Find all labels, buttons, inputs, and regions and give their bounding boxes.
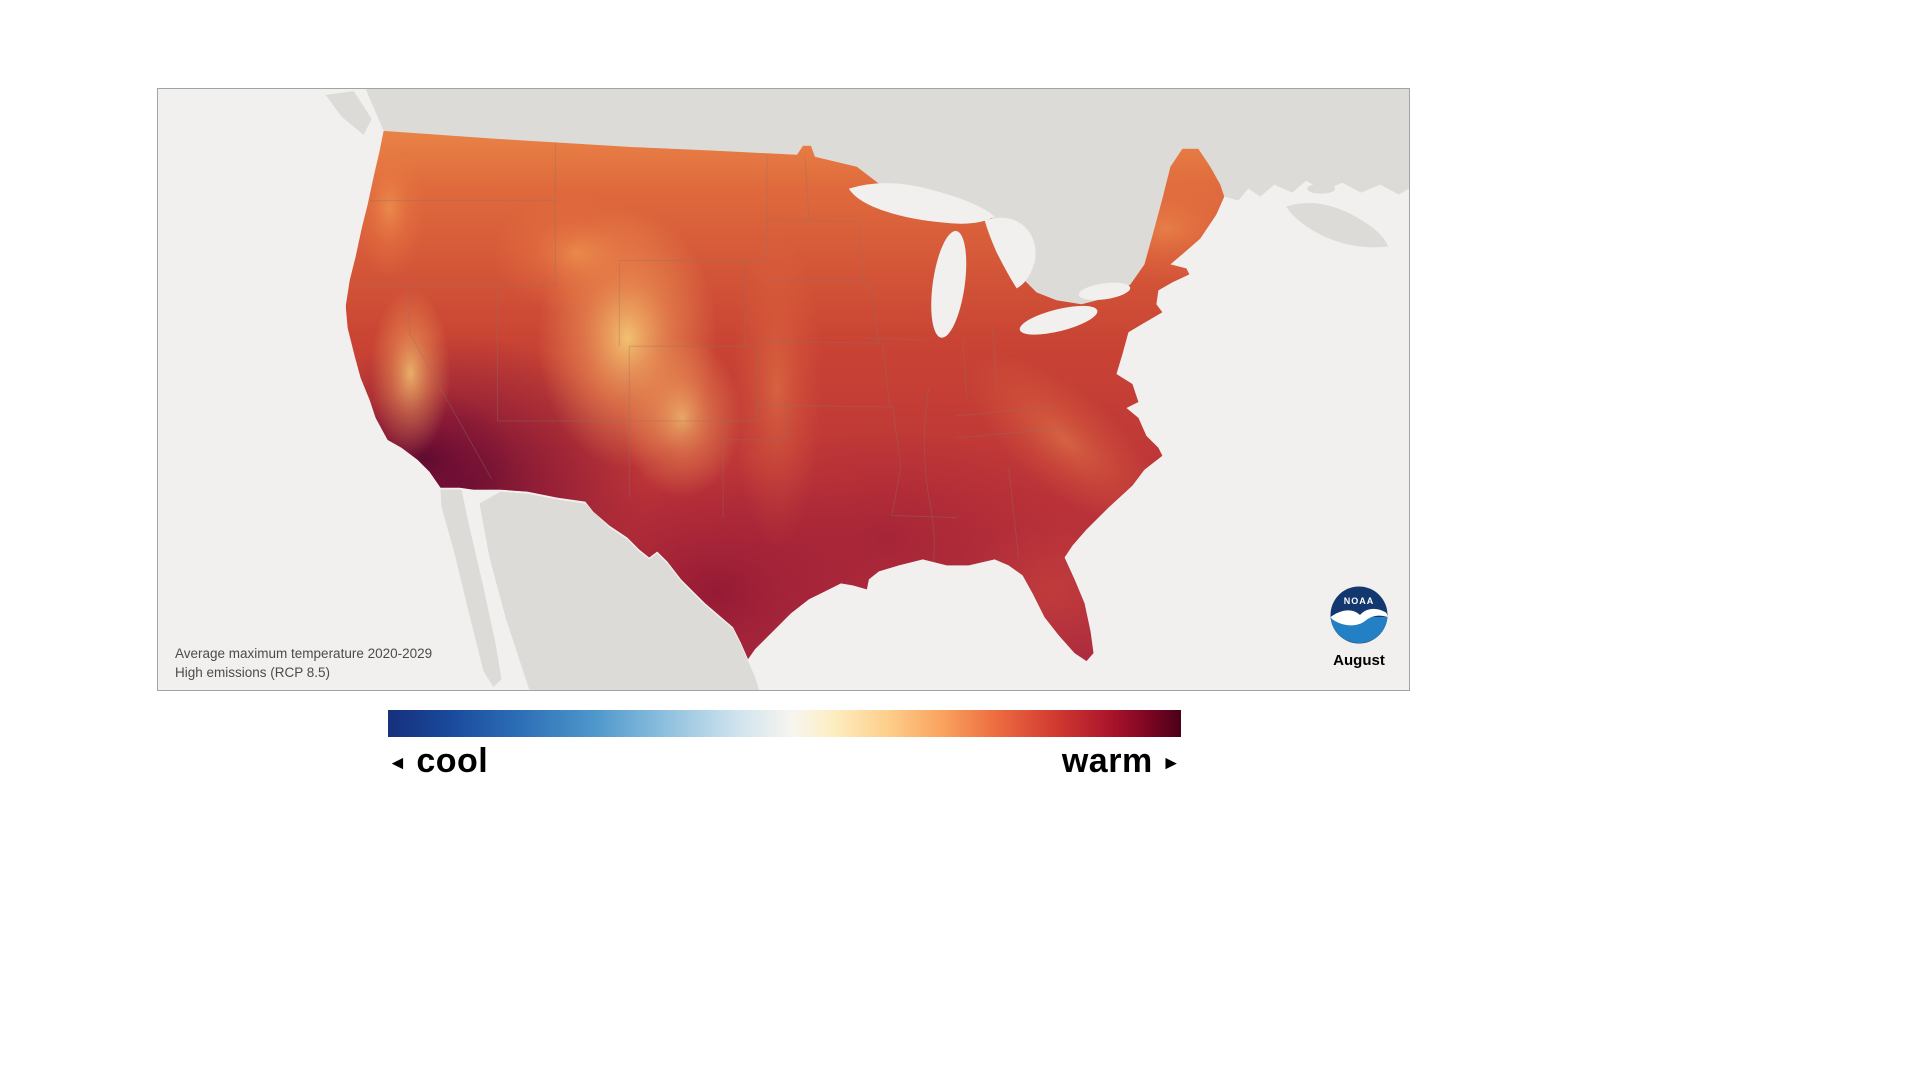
caption-line1: Average maximum temperature 2020-2029 — [175, 645, 433, 661]
noaa-logo-icon: NOAA — [1330, 586, 1388, 644]
legend-gradient-bar — [388, 710, 1181, 737]
month-label: August — [1333, 652, 1385, 669]
warm-arrow-icon: ► — [1161, 753, 1181, 774]
warm-label-group: warm ► — [1062, 742, 1181, 781]
warm-label: warm — [1061, 742, 1153, 780]
canada-landmass — [325, 89, 1409, 305]
mexico-landmass — [440, 489, 760, 690]
cool-arrow-icon: ◄ — [388, 753, 408, 774]
caption-line2: High emissions (RCP 8.5) — [175, 665, 331, 681]
map-caption: Average maximum temperature 2020-2029 Hi… — [175, 644, 432, 683]
us-temperature-map — [158, 89, 1409, 690]
logo-block: NOAA August — [1314, 585, 1404, 669]
cool-label: cool — [416, 742, 489, 780]
temperature-legend: ◄ cool warm ► — [388, 710, 1181, 781]
legend-labels: ◄ cool warm ► — [388, 742, 1181, 781]
cool-label-group: ◄ cool — [388, 742, 488, 781]
map-panel: Average maximum temperature 2020-2029 Hi… — [157, 88, 1410, 691]
great-lakes — [848, 183, 1131, 338]
noaa-logo-text: NOAA — [1344, 596, 1375, 606]
